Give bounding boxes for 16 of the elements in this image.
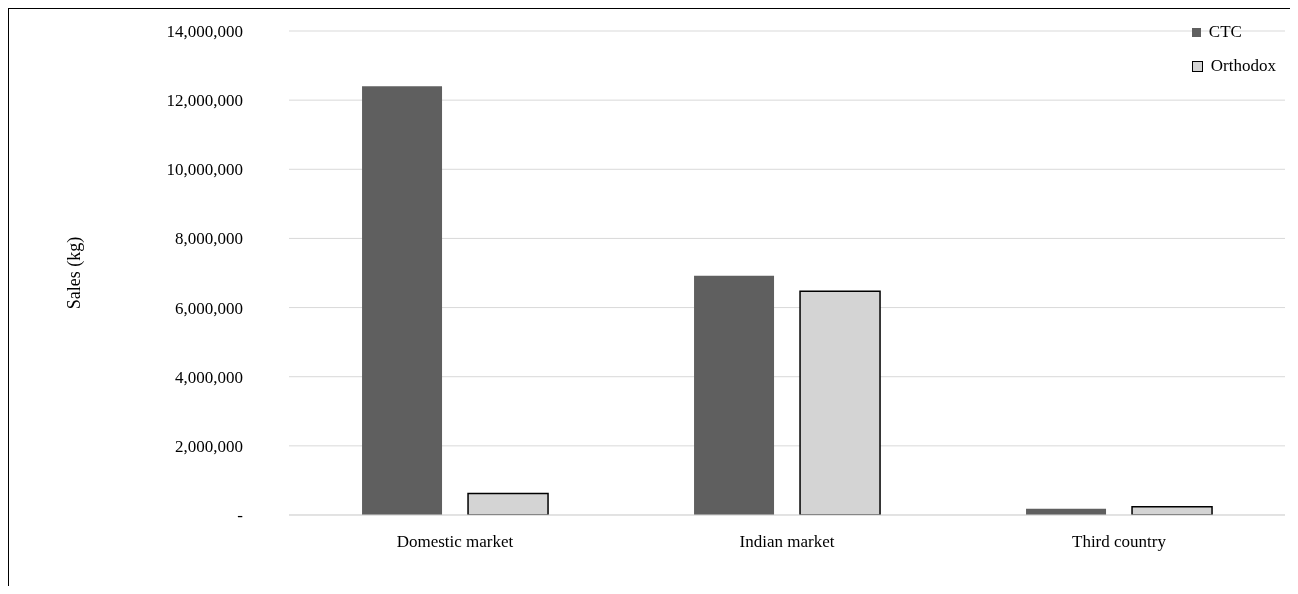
y-tick-label: 8,000,000 <box>175 229 243 249</box>
y-axis-title: Sales (kg) <box>64 236 86 310</box>
y-tick-label: - <box>237 506 244 526</box>
y-tick-label: 6,000,000 <box>175 298 243 318</box>
y-tick-label: 4,000,000 <box>175 367 243 387</box>
x-tick-label: Third country <box>1072 532 1167 552</box>
y-tick-label: 10,000,000 <box>166 160 243 180</box>
y-tick-label: 14,000,000 <box>166 22 243 42</box>
bar <box>362 86 443 515</box>
legend-label: Orthodox <box>1210 55 1276 77</box>
y-tick-label: 12,000,000 <box>166 91 243 111</box>
legend-label: CTC <box>1208 21 1242 43</box>
x-tick-label: Domestic market <box>396 532 514 552</box>
x-tick-label: Indian market <box>739 532 835 552</box>
y-tick-label: 2,000,000 <box>175 436 243 456</box>
bar <box>694 275 775 515</box>
